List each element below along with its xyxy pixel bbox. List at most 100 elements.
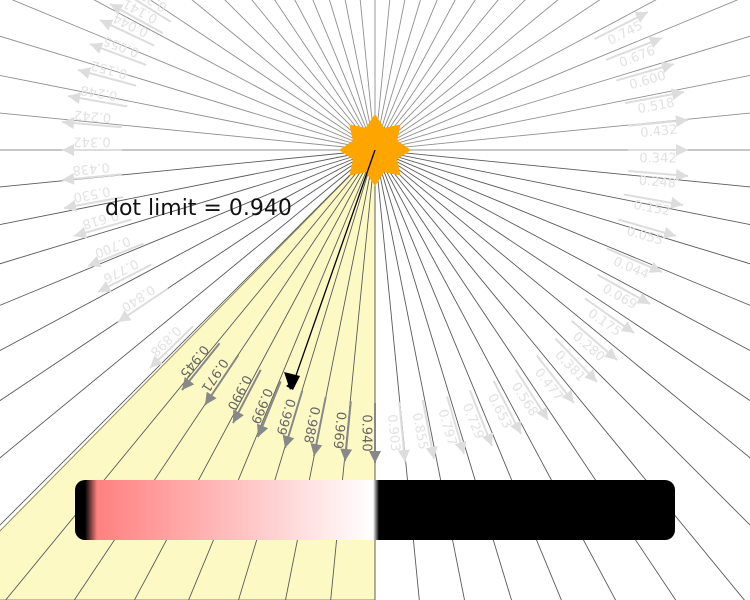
ray-line	[374, 0, 739, 151]
ray-value-label: 0.055	[625, 224, 665, 249]
arrowhead	[340, 448, 353, 461]
arrowhead	[78, 67, 92, 79]
ray-value-label: 0.797	[434, 408, 459, 448]
ray-line	[0, 149, 376, 526]
arrowhead	[561, 389, 574, 403]
ray-line	[149, 0, 376, 151]
ray-line	[374, 112, 750, 151]
ray-value-label: 0.855	[409, 412, 431, 451]
faded-ray-arrow: 0.242	[61, 107, 122, 129]
ray-line	[0, 149, 376, 265]
ray-line	[374, 149, 750, 306]
faded-ray-arrow: 0.745	[594, 11, 649, 49]
bar-gradient-segment	[97, 480, 373, 540]
bar-left-edge	[85, 480, 97, 540]
arrowhead	[257, 423, 269, 437]
ray-line	[374, 35, 750, 151]
arrowhead	[233, 409, 244, 423]
ray-line	[188, 149, 376, 600]
ray-value-label: 0.248	[638, 174, 676, 192]
ray-line	[0, 112, 376, 151]
faded-ray-arrow: 0.438	[61, 159, 122, 185]
arrowhead	[100, 19, 114, 31]
faded-ray-arrow: 0.044	[606, 247, 663, 283]
faded-ray-arrow: 0.055	[618, 218, 677, 249]
arrowhead	[90, 42, 104, 54]
arrowhead	[110, 4, 124, 15]
arrowhead	[634, 12, 648, 23]
faded-ray-arrow: 0.248	[628, 169, 689, 192]
ray-line	[329, 0, 376, 151]
arrowhead	[662, 226, 676, 239]
ray-line	[0, 74, 376, 151]
arrowhead	[671, 88, 684, 101]
arrowhead	[62, 172, 75, 185]
arrowhead	[675, 115, 688, 128]
ray-value-label: 0.600	[628, 69, 668, 94]
ray-value-label: 0.432	[640, 123, 678, 141]
faded-ray-arrow: 0.152	[77, 57, 137, 87]
arrowhead	[660, 61, 674, 74]
ray-line	[374, 74, 750, 151]
ray-line	[274, 0, 376, 151]
ray-line	[251, 0, 376, 151]
ray-line	[0, 149, 376, 306]
ray-line	[344, 0, 376, 151]
bar-right-edge	[373, 480, 379, 540]
ray-line	[374, 0, 526, 151]
faded-ray-arrow: 0.141	[109, 0, 164, 34]
lit-ray-arrow: 0.988	[300, 397, 327, 457]
ray-value-label: 0.248	[79, 82, 118, 103]
ray-line	[191, 0, 376, 151]
lit-ray-arrow: 0.969	[330, 401, 353, 462]
ray-line	[374, 0, 406, 151]
ray-line	[11, 0, 376, 151]
ray-line	[374, 149, 562, 600]
ray-value-label: 0.903	[384, 414, 402, 452]
faded-ray-arrow: 0.432	[628, 115, 689, 141]
ray-value-label: 0.342	[73, 134, 110, 149]
ray-line	[312, 0, 376, 151]
ray-line	[5, 149, 376, 600]
ray-line	[374, 0, 476, 151]
ray-line	[238, 149, 376, 600]
arrowhead	[182, 376, 195, 390]
arrowhead	[670, 197, 683, 209]
ray-line	[374, 0, 456, 151]
ray-line	[224, 0, 376, 151]
ray-line	[374, 0, 438, 151]
arrowhead	[205, 391, 217, 405]
arrowhead	[118, 310, 132, 322]
black-arrow-pointer-icon	[284, 149, 376, 390]
faded-ray-arrow: 0.248	[67, 82, 128, 108]
arrowhead	[425, 446, 438, 459]
arrowhead	[64, 199, 77, 212]
dot-limit-caption: dot limit = 0.940	[105, 196, 292, 221]
ray-line	[93, 0, 376, 151]
ray-value-label: 0.940	[359, 414, 374, 451]
ray-line	[0, 149, 376, 402]
faded-ray-arrow: 0.840	[117, 281, 169, 323]
ray-value-label: 0.152	[89, 57, 129, 81]
ray-value-label: 0.438	[72, 159, 110, 177]
ray-line	[0, 149, 376, 459]
ray-line	[73, 149, 376, 600]
ray-line	[374, 149, 750, 265]
ray-value-label: 0.988	[300, 405, 322, 444]
ray-line	[374, 149, 750, 459]
arrowhead	[584, 369, 597, 382]
lit-ray-arrow: 0.940	[359, 403, 381, 463]
faded-ray-arrow: 0.618	[73, 207, 132, 239]
arrowhead	[648, 36, 662, 48]
ray-line	[374, 149, 465, 600]
arrowhead	[648, 261, 662, 273]
arrowhead	[150, 355, 163, 368]
arrowhead	[620, 321, 634, 333]
ray-line	[374, 0, 657, 151]
arrowhead	[369, 451, 381, 463]
ray-line	[294, 0, 376, 151]
arrowhead	[62, 117, 75, 129]
faded-ray-arrow: 0.342	[62, 134, 122, 156]
